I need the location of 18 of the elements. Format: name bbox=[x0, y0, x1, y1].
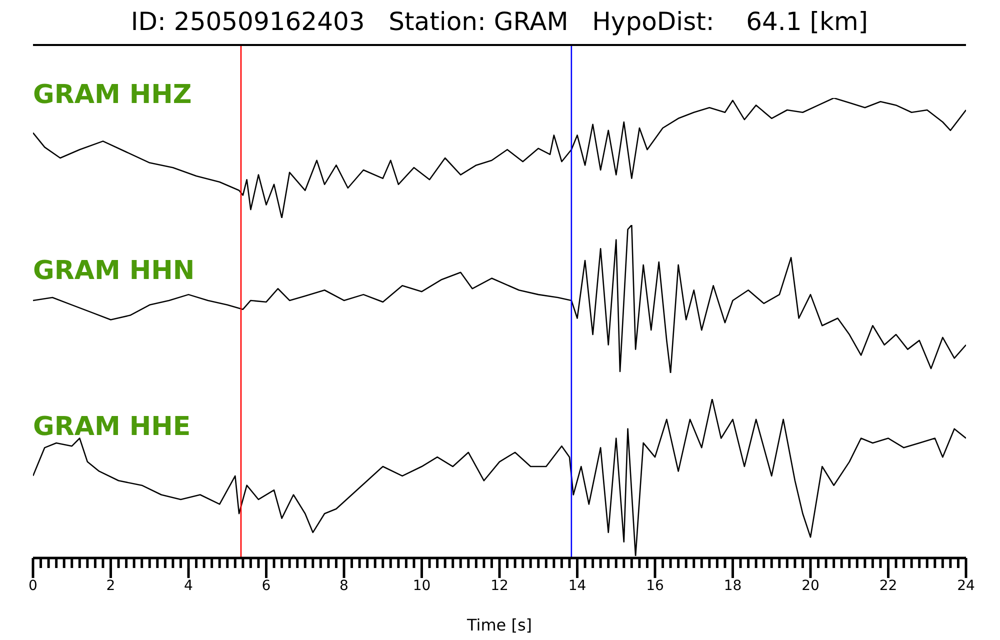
x-tick-label: 4 bbox=[184, 578, 194, 594]
x-tick-label: 14 bbox=[568, 578, 586, 594]
x-tick-label: 0 bbox=[28, 578, 38, 594]
x-tick-label: 22 bbox=[879, 578, 898, 594]
x-tick-label: 24 bbox=[957, 578, 975, 594]
chart-title: ID: 250509162403 Station: GRAM HypoDist: 64.1 [km] bbox=[33, 0, 966, 46]
x-tick-label: 18 bbox=[724, 578, 742, 594]
x-tick-label: 6 bbox=[262, 578, 271, 594]
x-tick-label: 10 bbox=[412, 578, 431, 594]
series-label: GRAM HHE bbox=[33, 412, 191, 442]
x-tick-label: 20 bbox=[802, 578, 820, 594]
x-tick-label: 2 bbox=[106, 578, 116, 594]
x-tick-label: 12 bbox=[490, 578, 508, 594]
x-tick-label: 16 bbox=[646, 578, 664, 594]
x-axis-title: Time [s] bbox=[466, 616, 532, 635]
x-tick-label: 8 bbox=[340, 578, 348, 594]
series-label: GRAM HHZ bbox=[33, 80, 192, 110]
series-label: GRAM HHN bbox=[33, 256, 195, 286]
